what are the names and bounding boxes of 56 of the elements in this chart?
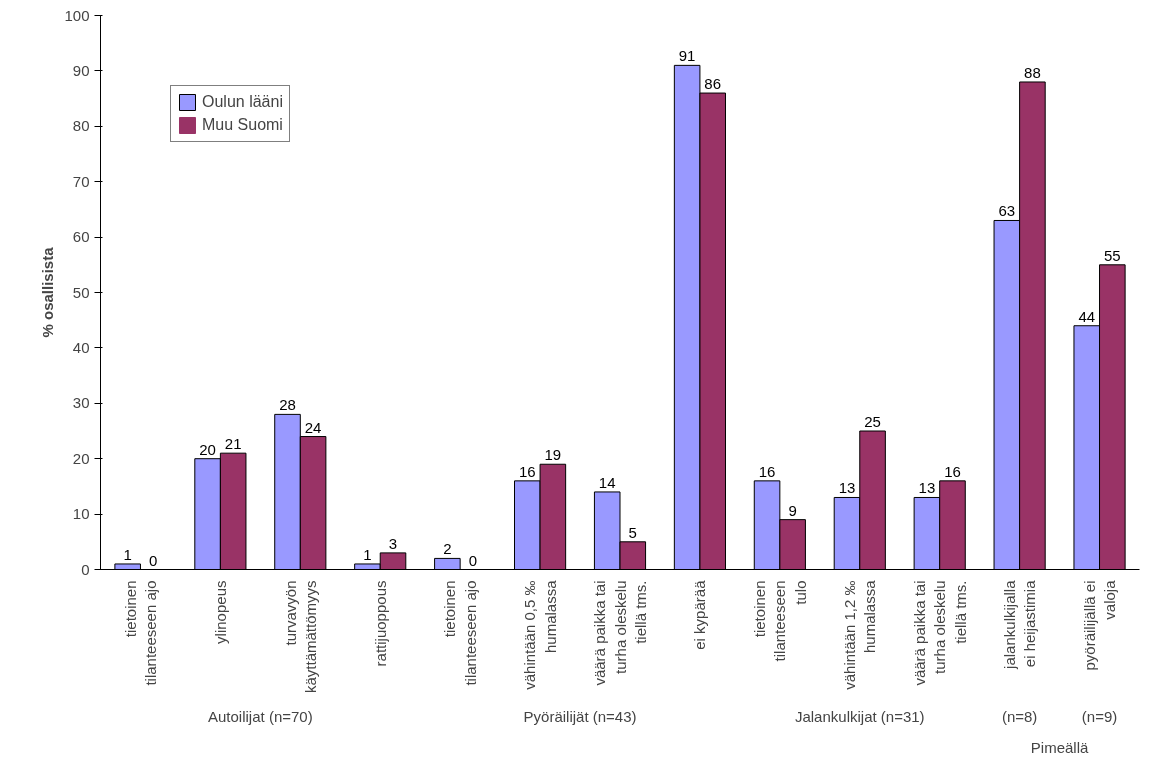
x-tick-label: väärä paikka tai turha oleskelu tiellä tms. — [910, 580, 969, 686]
data-label: 16 — [518, 462, 536, 480]
text: Autoilijat (n=70) — [208, 707, 313, 725]
y-tick-label: 90 — [72, 61, 90, 79]
data-label: 28 — [279, 396, 296, 414]
x-tick-label: tietoinen tilanteeseen ajo — [441, 580, 479, 686]
data-label: 13 — [918, 479, 936, 497]
data-label: 24 — [304, 418, 322, 436]
y-tick-label: 50 — [72, 283, 90, 301]
y-tick-label: 80 — [72, 117, 90, 135]
y-tick-label: 70 — [72, 172, 90, 190]
y-tick-label: 40 — [72, 338, 90, 356]
data-label: 19 — [544, 446, 562, 464]
y-tick-label: 60 — [72, 228, 90, 246]
x-tick-label: ei kypärää — [691, 579, 709, 650]
x-tick-label: pyöräilijällä ei valoja — [1080, 579, 1119, 671]
data-label: 1 — [363, 545, 372, 563]
data-label: 44 — [1078, 307, 1096, 325]
data-label: 5 — [628, 523, 637, 541]
x-tick-label: rattijuoppous — [371, 580, 389, 667]
y-tick-label: 100 — [64, 6, 90, 24]
data-label: 55 — [1103, 246, 1121, 264]
text: (n=9) — [1081, 707, 1118, 725]
data-label: 91 — [678, 47, 696, 65]
x-tick-label: väärä paikka tai turha oleskelu tiellä tms. — [591, 580, 649, 686]
text: Pyöräilijät (n=43) — [523, 707, 637, 725]
y-tick-label: 20 — [72, 449, 90, 467]
data-label: 21 — [224, 435, 242, 453]
data-label: 2 — [443, 540, 452, 558]
data-label: 16 — [944, 462, 961, 480]
data-label: 0 — [149, 551, 158, 569]
legend-label: Muu Suomi — [202, 116, 283, 134]
data-label: 20 — [199, 440, 216, 458]
x-tick-label: tietoinen tilanteeseen tulo — [750, 580, 809, 662]
x-tick-label: turvavyön käyttämättömyys — [281, 580, 320, 694]
y-tick-label: 0 — [81, 560, 90, 578]
y-axis-title: % osallisista — [39, 246, 57, 338]
text: Pimeällä — [1030, 738, 1089, 756]
text: Jalankulkijat (n=31) — [794, 707, 925, 725]
data-label: 86 — [704, 75, 722, 93]
data-label: 88 — [1024, 63, 1041, 81]
data-label: 25 — [864, 413, 881, 430]
y-tick-label: 30 — [72, 394, 90, 412]
x-tick-label: ylinopeus — [211, 580, 229, 644]
data-label: 13 — [838, 479, 856, 497]
data-label: 63 — [998, 202, 1016, 220]
data-label: 3 — [388, 534, 398, 552]
y-tick-label: 10 — [72, 505, 90, 523]
data-label: 14 — [598, 473, 616, 491]
data-label: 16 — [758, 462, 776, 480]
data-label: 0 — [468, 551, 478, 569]
legend-label: Oulun lääni — [202, 93, 283, 111]
data-label: 1 — [123, 545, 132, 563]
x-tick-label: tietoinen tilanteeseen ajo — [121, 580, 160, 686]
text: (n=8) — [1001, 707, 1038, 725]
data-label: 9 — [788, 501, 797, 519]
